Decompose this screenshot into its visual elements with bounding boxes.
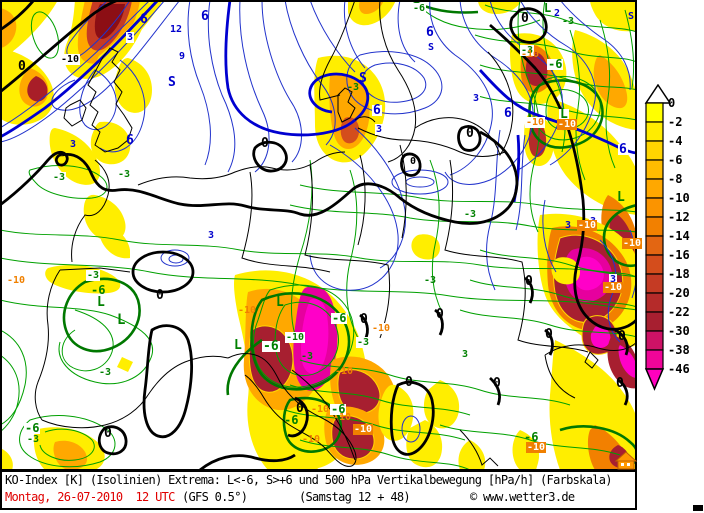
legend-swatch [645,121,664,142]
color-scale-legend: 0 -2 -4 -6 -8 -10 -12 -14 -16 -18 -20 -22 -30 -38 -46 [644,84,690,391]
legend-tick-label: -12 [668,210,690,224]
coastlines [34,0,637,467]
legend-swatch [645,292,664,313]
legend-tick-label: -6 [668,153,682,167]
legend-swatch [645,102,664,123]
legend-swatch [645,216,664,237]
legend-tick-label: -8 [668,172,682,186]
legend-tick-label: -30 [668,324,690,338]
map-area: 6 12 3 9 S 6 S 6 3 3 6 6 S 2 S 6 3 3 3 6 3 3 L -3 -3 -6 L L -3 -6 -3 3-… [0,0,643,471]
legend-tick-label: -4 [668,134,682,148]
legend-swatch [645,254,664,275]
caption-copyright: © www.wetter3.de [470,490,575,504]
legend-tick-label: -38 [668,343,690,357]
legend-swatch [645,273,664,294]
legend-tick-label: -46 [668,362,690,376]
screen-artifact [693,505,703,511]
legend-tick-label: -2 [668,115,682,129]
legend-tick-label: 0 [668,96,675,110]
caption-box: KO-Index [K] (Isolinien) Extrema: L<-6, … [0,470,637,510]
legend-swatch [645,159,664,180]
caption-model: (GFS 0.5°) [182,490,248,504]
legend-swatch [645,349,664,370]
legend-swatch [645,178,664,199]
legend-below-triangle [644,368,665,391]
legend-swatch [645,197,664,218]
caption-run: (Samstag 12 + 48) [299,490,411,504]
legend-tick-label: -10 [668,191,690,205]
legend-swatch [645,235,664,256]
legend-swatch [645,311,664,332]
legend-tick-label: -22 [668,305,690,319]
caption-datetime: Montag, 26-07-2010 12 UTC [5,490,175,504]
caption-title: KO-Index [K] (Isolinien) Extrema: L<-6, … [5,473,612,487]
wetter3-house-icon [614,451,637,470]
legend-tick-label: -18 [668,267,690,281]
legend-tick-label: -20 [668,286,690,300]
legend-tick-label: -14 [668,229,690,243]
legend-tick-label: -16 [668,248,690,262]
weather-map-canvas [0,0,637,471]
legend-swatch [645,140,664,161]
legend-swatch [645,330,664,351]
legend-above-triangle [644,84,672,104]
